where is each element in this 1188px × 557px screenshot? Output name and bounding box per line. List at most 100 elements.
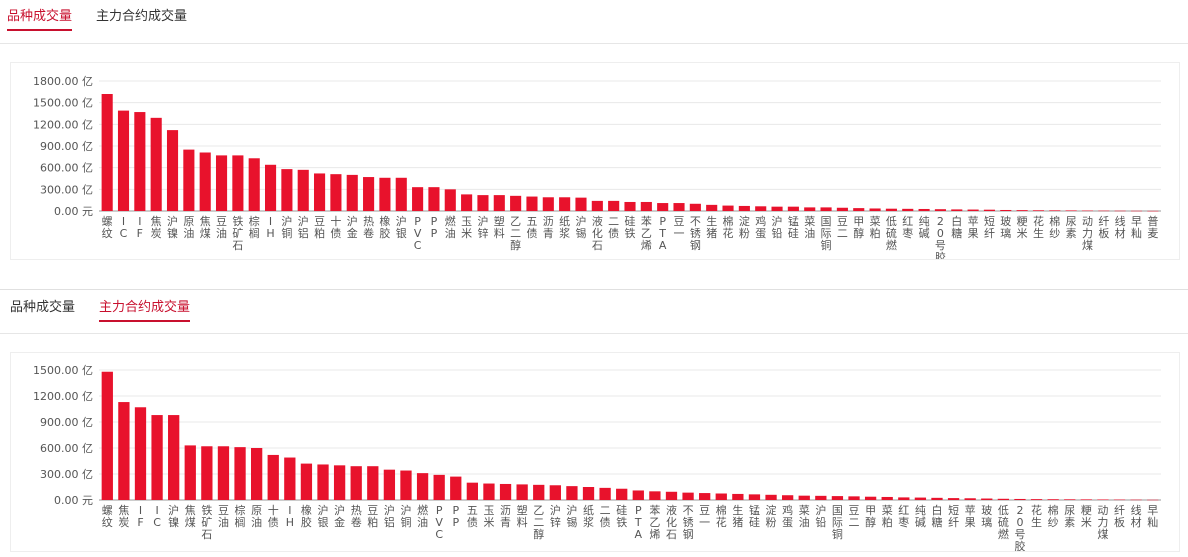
x-tick-label: 红枣 bbox=[902, 215, 913, 240]
x-tick-label: 沪银 bbox=[396, 214, 407, 240]
bar bbox=[367, 466, 379, 500]
bar bbox=[333, 465, 346, 500]
bar bbox=[450, 476, 462, 500]
bar bbox=[101, 371, 113, 500]
bar bbox=[665, 491, 678, 500]
y-tick-label: 1200.00 亿 bbox=[33, 118, 93, 131]
chart-panel-main-contract: 0.00 元 300.00 亿 600.00 亿 900.00 亿 1200.00 亿 1… bbox=[10, 352, 1180, 553]
bar bbox=[582, 487, 595, 500]
x-tick-label: 尿素 bbox=[1066, 215, 1077, 240]
bar bbox=[516, 484, 528, 500]
tab-divider bbox=[0, 333, 1188, 334]
bar bbox=[444, 189, 456, 211]
x-tick-label: 豆粕 bbox=[367, 504, 378, 529]
bar bbox=[117, 110, 130, 211]
x-tick-label: 玉米 bbox=[461, 215, 472, 240]
x-tick-label: 纸浆 bbox=[559, 215, 570, 240]
bar bbox=[997, 498, 1010, 500]
bar bbox=[918, 208, 930, 211]
bar bbox=[738, 205, 750, 211]
x-tick-label: 沪锌 bbox=[477, 214, 488, 240]
bar bbox=[964, 498, 976, 500]
x-tick-label: 线材 bbox=[1131, 503, 1142, 529]
x-tick-label: 沪铅 bbox=[815, 503, 826, 529]
tab-variety-volume[interactable]: 品种成交量 bbox=[7, 6, 73, 31]
y-tick-label: 900.00 亿 bbox=[40, 416, 93, 429]
bar bbox=[967, 209, 979, 211]
bar bbox=[1000, 209, 1012, 211]
x-tick-label: 液化石 bbox=[592, 214, 603, 252]
x-tick-label: 锰硅 bbox=[749, 503, 760, 529]
x-tick-label: 豆一 bbox=[674, 215, 685, 240]
bar bbox=[542, 197, 554, 211]
bar bbox=[1032, 210, 1045, 211]
bar bbox=[787, 206, 799, 211]
x-tick-label: 动力煤 bbox=[1082, 215, 1093, 252]
bar bbox=[934, 209, 946, 211]
bar bbox=[765, 494, 777, 500]
tab-variety-volume[interactable]: 品种成交量 bbox=[10, 300, 76, 315]
x-tick-label: 豆二 bbox=[849, 504, 860, 529]
x-tick-label: 甲醇 bbox=[865, 504, 876, 529]
y-tick-label: 300.00 亿 bbox=[40, 183, 93, 196]
bar bbox=[1097, 499, 1109, 500]
x-tick-label: 塑料 bbox=[494, 214, 505, 240]
bar bbox=[510, 195, 522, 211]
bar bbox=[1065, 210, 1077, 211]
y-tick-label: 600.00 亿 bbox=[40, 162, 93, 175]
x-tick-label: 二债 bbox=[608, 215, 619, 240]
x-tick-label: 豆油 bbox=[216, 215, 227, 240]
x-tick-label: 二债 bbox=[600, 504, 611, 529]
bar bbox=[248, 158, 260, 211]
bar bbox=[433, 474, 445, 500]
tab-main-contract-volume[interactable]: 主力合约成交量 bbox=[96, 9, 188, 24]
x-tick-label: 苹果 bbox=[968, 214, 979, 240]
x-tick-label: 沪金 bbox=[334, 503, 345, 529]
bar bbox=[706, 204, 718, 211]
bar bbox=[483, 483, 495, 500]
bar bbox=[281, 169, 293, 211]
x-tick-label: 纯碱 bbox=[919, 215, 930, 240]
x-tick-label: 菜粕 bbox=[882, 504, 893, 529]
section-divider bbox=[0, 289, 1188, 290]
bar bbox=[1030, 499, 1043, 500]
bar bbox=[395, 177, 407, 211]
y-tick-label: 300.00 亿 bbox=[40, 468, 93, 481]
x-tick-label: 燃油 bbox=[417, 503, 428, 529]
x-tick-label: 焦炭 bbox=[118, 504, 129, 529]
x-tick-label: 淀粉 bbox=[739, 214, 750, 240]
x-tick-label: 热卷 bbox=[351, 504, 362, 529]
x-tick-label: 液化石 bbox=[666, 503, 677, 541]
x-tick-label: 低硫燃 bbox=[886, 215, 897, 252]
bar bbox=[983, 209, 996, 211]
bar bbox=[771, 206, 783, 211]
tab-main-contract-volume[interactable]: 主力合约成交量 bbox=[99, 297, 191, 322]
bar bbox=[346, 174, 358, 211]
bar bbox=[297, 169, 309, 211]
bar bbox=[1114, 210, 1126, 212]
y-tick-label: 600.00 亿 bbox=[40, 442, 93, 455]
bar bbox=[649, 491, 661, 500]
x-tick-label: 铁矿石 bbox=[232, 215, 243, 252]
x-tick-label: 2 0 号胶 bbox=[1014, 504, 1025, 551]
bar bbox=[575, 197, 587, 211]
bar bbox=[350, 466, 362, 500]
bar bbox=[699, 493, 711, 500]
bar bbox=[616, 488, 628, 500]
x-tick-label: 花生 bbox=[1031, 504, 1042, 529]
x-tick-label: 苹果 bbox=[965, 503, 976, 529]
x-tick-label: 棉纱 bbox=[1048, 503, 1059, 529]
bar bbox=[673, 203, 685, 211]
bar bbox=[820, 207, 832, 211]
bar bbox=[804, 207, 816, 211]
bar bbox=[300, 463, 313, 500]
x-tick-label: 豆油 bbox=[218, 504, 229, 529]
bar bbox=[400, 470, 412, 500]
x-tick-label: 玉米 bbox=[483, 504, 494, 529]
bar bbox=[657, 203, 669, 211]
x-tick-label: 普麦 bbox=[1147, 214, 1158, 240]
x-tick-label: 乙二醇 bbox=[533, 504, 544, 541]
x-tick-label: 菜油 bbox=[799, 504, 810, 529]
